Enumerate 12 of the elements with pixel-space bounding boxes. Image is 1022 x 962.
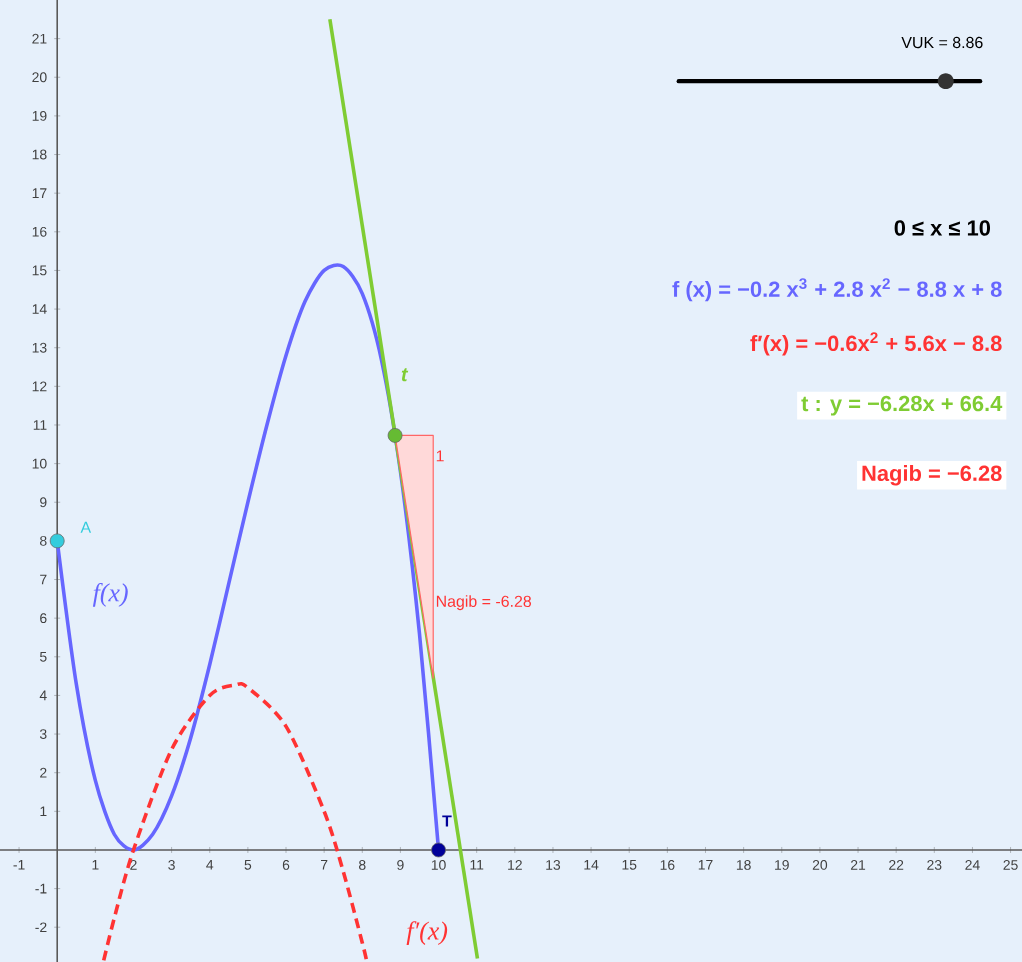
line-series: [101, 682, 369, 962]
series-label: f(x): [92, 583, 128, 607]
point: [431, 842, 446, 858]
annotation: f′(x) = −0.6x$^{2}$ + 5.6x − 8.8: [750, 332, 1002, 356]
annotation: Nagib = −6.28: [862, 464, 1002, 486]
point: [387, 428, 403, 443]
point: [49, 533, 65, 549]
annotation: t : y = −6.28x + 66.4: [801, 395, 1003, 416]
annotation: f (x) = −0.2 x$^{3}$ + 2.8 x$^{2}$ − 8.8 x + 8: [672, 278, 1002, 302]
annotation: 0 ≤ x ≤ 10: [894, 220, 991, 236]
series-label: t: [401, 368, 409, 382]
series-label: f′(x): [406, 921, 448, 945]
